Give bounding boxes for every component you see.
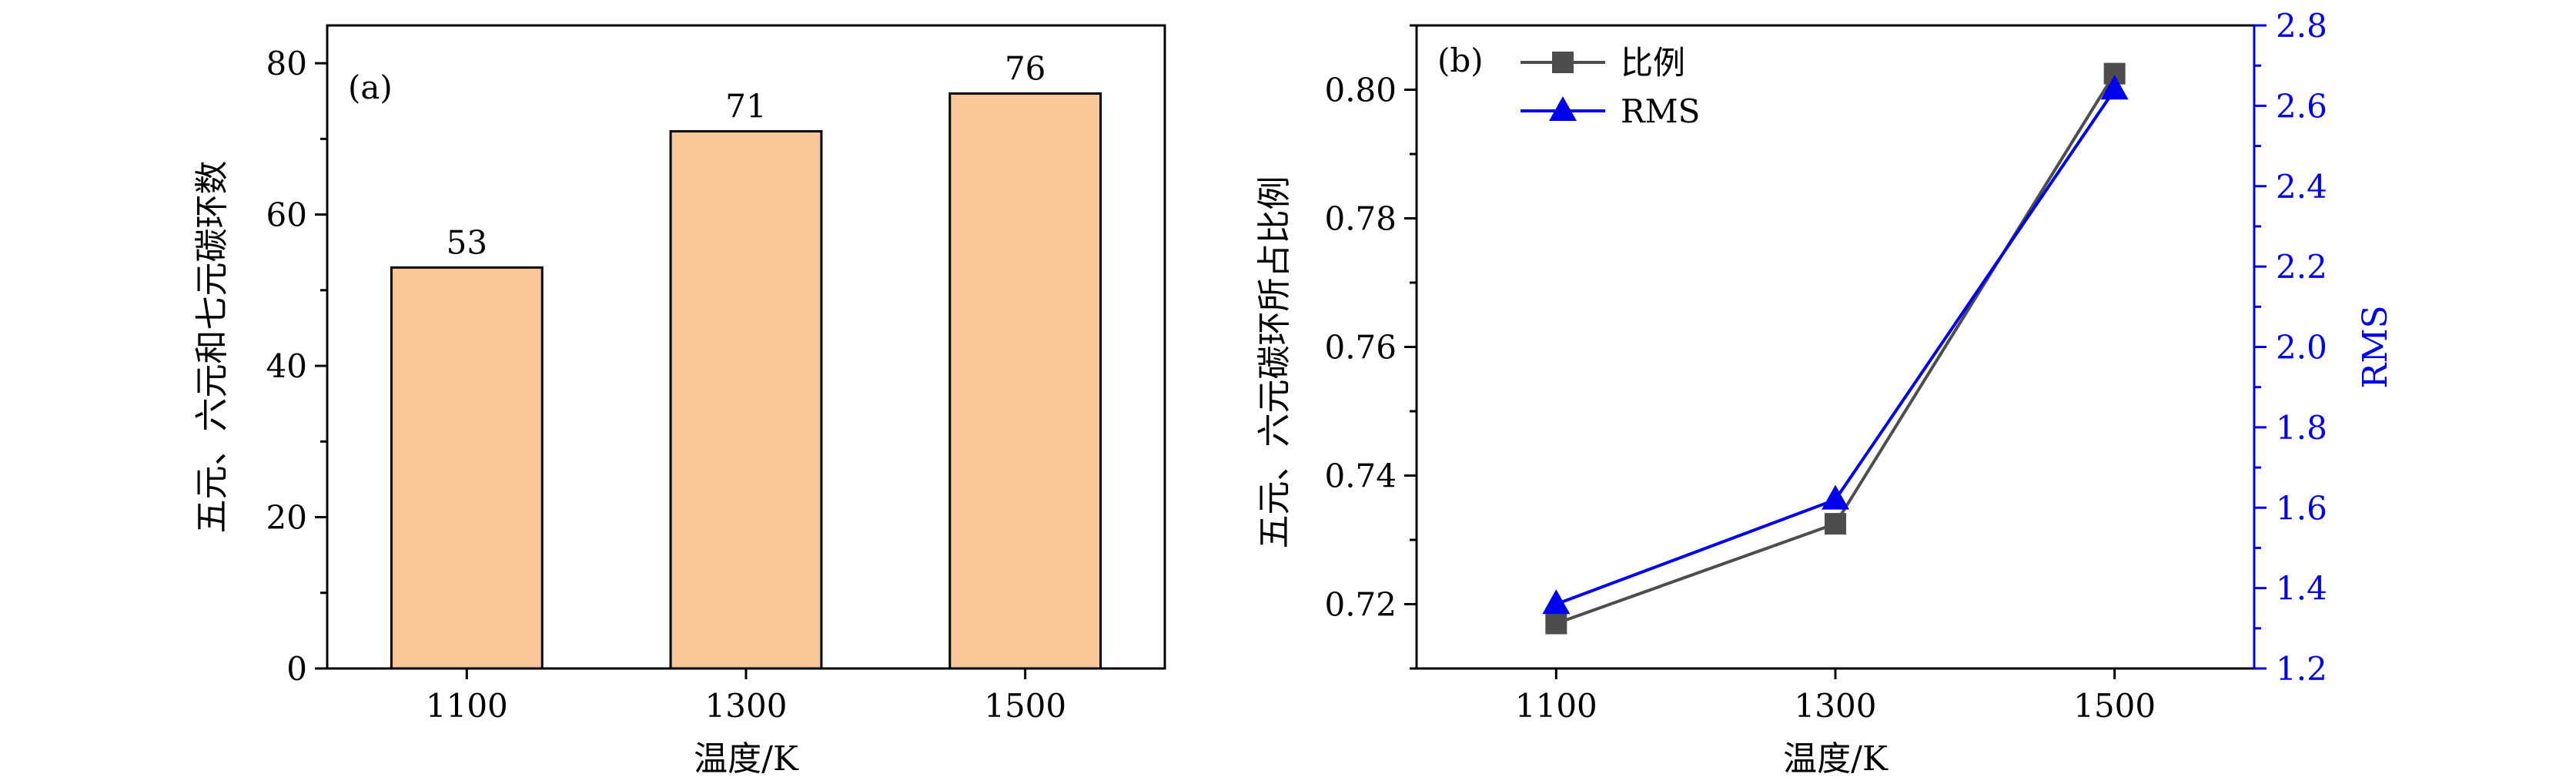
point-triangle-1100 bbox=[1542, 589, 1571, 615]
axis-ticks bbox=[1404, 24, 2267, 679]
x-axis-title: 温度/K bbox=[694, 739, 799, 779]
point-square-1300 bbox=[1825, 513, 1846, 535]
data-label-1100: 53 bbox=[447, 223, 487, 261]
y-tick-label: 0.78 bbox=[1324, 200, 1397, 238]
y-axis-title: 五元、六元碳环所占比例 bbox=[1255, 176, 1294, 549]
line-chart-panel: 1100 1300 1500 0.72 0.74 0.76 0.78 0.80 1.2 1.4 1.… bbox=[1255, 7, 2395, 779]
data-label-1500: 76 bbox=[1005, 49, 1045, 87]
bar-group bbox=[390, 92, 1102, 670]
y2-tick-label: 2.6 bbox=[2276, 87, 2327, 125]
tick-labels: 1100 1300 1500 0.72 0.74 0.76 0.78 0.80 1.2 1.4 1.… bbox=[1324, 7, 2327, 725]
point-triangle-1500 bbox=[2100, 75, 2129, 100]
y-tick-label: 40 bbox=[266, 347, 307, 385]
x-tick-label-1100: 1100 bbox=[426, 687, 508, 725]
y2-tick-label: 1.2 bbox=[2276, 650, 2327, 688]
x-tick-label-1300: 1300 bbox=[705, 687, 788, 725]
y-tick-label: 0.76 bbox=[1324, 329, 1397, 367]
bar-1500 bbox=[948, 92, 1102, 670]
y-tick-label: 60 bbox=[266, 196, 307, 234]
y2-tick-label: 1.8 bbox=[2276, 409, 2327, 447]
tick-labels: 1100 1300 1500 0 20 40 60 80 bbox=[266, 45, 1067, 725]
legend-triangle-marker bbox=[1549, 96, 1577, 121]
x-tick-label-1500: 1500 bbox=[984, 687, 1066, 725]
legend-label: RMS bbox=[1621, 92, 1700, 130]
y2-tick-label: 2.2 bbox=[2276, 248, 2327, 286]
y2-tick-label: 2.4 bbox=[2276, 168, 2327, 206]
x-axis-title: 温度/K bbox=[1783, 739, 1889, 779]
y2-tick-label: 1.6 bbox=[2276, 489, 2327, 527]
panel-label: (b) bbox=[1437, 42, 1484, 79]
bar-1300 bbox=[669, 130, 823, 670]
legend-label: 比例 bbox=[1621, 44, 1685, 82]
y-tick-label: 0.80 bbox=[1324, 72, 1397, 109]
right-axis-title: RMS bbox=[2356, 305, 2395, 388]
y-tick-label: 0.74 bbox=[1324, 457, 1397, 495]
x-tick-label-1300: 1300 bbox=[1795, 687, 1877, 725]
bar-chart-panel: 1100 1300 1500 0 20 40 60 80 53 71 76 (a) 温度/K 五元… bbox=[192, 24, 1166, 779]
y-tick-label: 20 bbox=[266, 499, 307, 537]
axis-ticks bbox=[315, 62, 1027, 679]
series-markers bbox=[1542, 62, 2129, 635]
y-tick-label: 80 bbox=[266, 45, 307, 82]
x-tick-label-1500: 1500 bbox=[2073, 687, 2156, 725]
legend-square-marker bbox=[1552, 52, 1574, 73]
y-axis-title: 五元、六元和七元碳环数 bbox=[192, 161, 232, 534]
y-tick-label: 0.72 bbox=[1324, 586, 1397, 624]
data-labels: 53 71 76 bbox=[447, 49, 1046, 261]
legend: 比例 RMS bbox=[1521, 44, 1700, 130]
x-tick-label-1100: 1100 bbox=[1515, 687, 1597, 725]
y2-tick-label: 2.8 bbox=[2276, 7, 2327, 45]
panel-label: (a) bbox=[348, 69, 393, 106]
bar-1100 bbox=[390, 266, 544, 670]
y2-tick-label: 1.4 bbox=[2276, 570, 2327, 608]
y2-tick-label: 2.0 bbox=[2276, 329, 2327, 367]
data-label-1300: 71 bbox=[725, 88, 766, 126]
y-tick-label: 0 bbox=[286, 650, 307, 688]
point-square-1100 bbox=[1545, 612, 1567, 635]
point-triangle-1300 bbox=[1822, 484, 1849, 510]
